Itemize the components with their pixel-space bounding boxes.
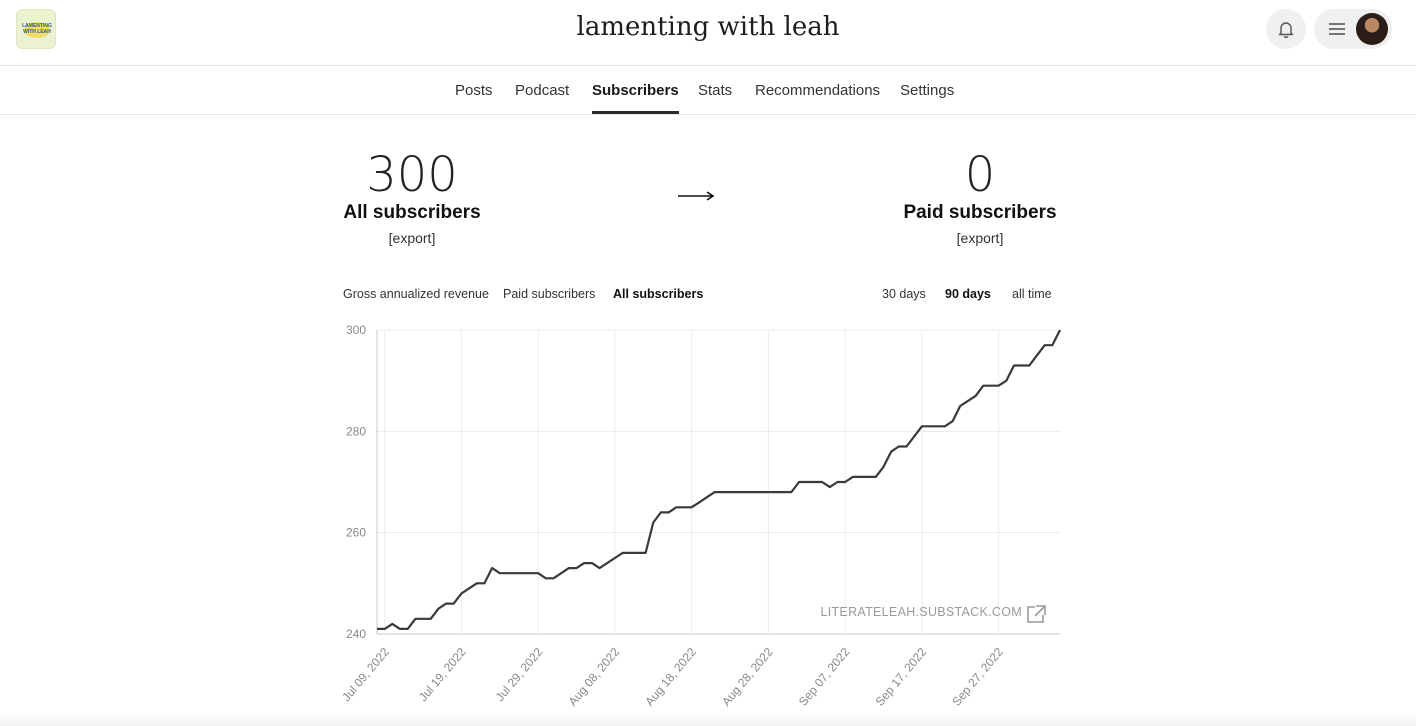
tab-recommendations[interactable]: Recommendations [755,82,881,99]
x-tick-label: Aug 08, 2022 [566,645,623,709]
export-all-subscribers-link[interactable]: [export] [388,230,436,246]
paid-subscribers-label: Paid subscribers [903,202,1057,223]
dashboard-tabs: Posts Podcast Subscribers Stats Recommen… [0,66,1416,115]
x-tick-label: Jul 19, 2022 [416,645,469,704]
bottom-edge [0,712,1416,726]
export-paid-subscribers-link[interactable]: [export] [956,230,1004,246]
tab-subscribers[interactable]: Subscribers [592,82,679,114]
all-subscribers-series-line [377,329,1061,631]
x-tick-label: Aug 28, 2022 [719,645,776,709]
notifications-button[interactable] [1266,9,1306,49]
x-tick-label: Sep 17, 2022 [873,645,930,709]
y-tick-label: 280 [346,424,366,438]
x-tick-label: Jul 29, 2022 [493,645,546,704]
x-tick-label: Sep 27, 2022 [949,645,1006,709]
publication-logo[interactable]: LAMENTING WITH LEAH [16,9,56,49]
tab-podcast[interactable]: Podcast [515,82,570,99]
tab-settings[interactable]: Settings [900,82,955,99]
paid-subscribers-stat: 0 Paid subscribers [export] [880,150,1080,246]
logo-text: LAMENTING WITH LEAH [22,23,52,35]
avatar [1356,13,1388,45]
x-tick-label: Jul 09, 2022 [339,645,392,704]
all-subscribers-label: All subscribers [343,202,481,223]
y-tick-label: 300 [346,323,366,337]
site-header: LAMENTING WITH LEAH lamenting with leah [0,0,1416,66]
range-all-time-toggle[interactable]: all time [1012,287,1052,301]
y-tick-label: 240 [346,627,366,641]
x-tick-label: Aug 18, 2022 [642,645,699,709]
site-title[interactable]: lamenting with leah [576,12,840,42]
metric-paid-subscribers-toggle[interactable]: Paid subscribers [503,287,596,301]
paid-subscribers-count: 0 [964,147,996,203]
x-tick-label: Sep 07, 2022 [796,645,853,709]
bell-icon [1278,22,1294,39]
external-link-icon[interactable] [1027,605,1046,623]
y-tick-label: 260 [346,526,366,540]
all-subscribers-count: 300 [366,147,458,203]
arrow-right-icon [678,191,715,201]
all-subscribers-stat: 300 All subscribers [export] [322,150,502,246]
logo-graphic [24,22,50,38]
range-30-days-toggle[interactable]: 30 days [882,287,926,301]
tab-posts[interactable]: Posts [455,82,493,99]
metric-gross-revenue-toggle[interactable]: Gross annualized revenue [343,287,489,301]
account-menu-button[interactable] [1314,9,1392,49]
metric-all-subscribers-toggle[interactable]: All subscribers [613,287,704,301]
publication-url-link[interactable]: LITERATELEAH.SUBSTACK.COM [820,605,1022,619]
range-90-days-toggle[interactable]: 90 days [945,287,991,301]
tab-stats[interactable]: Stats [698,82,733,99]
hamburger-icon [1329,23,1345,35]
